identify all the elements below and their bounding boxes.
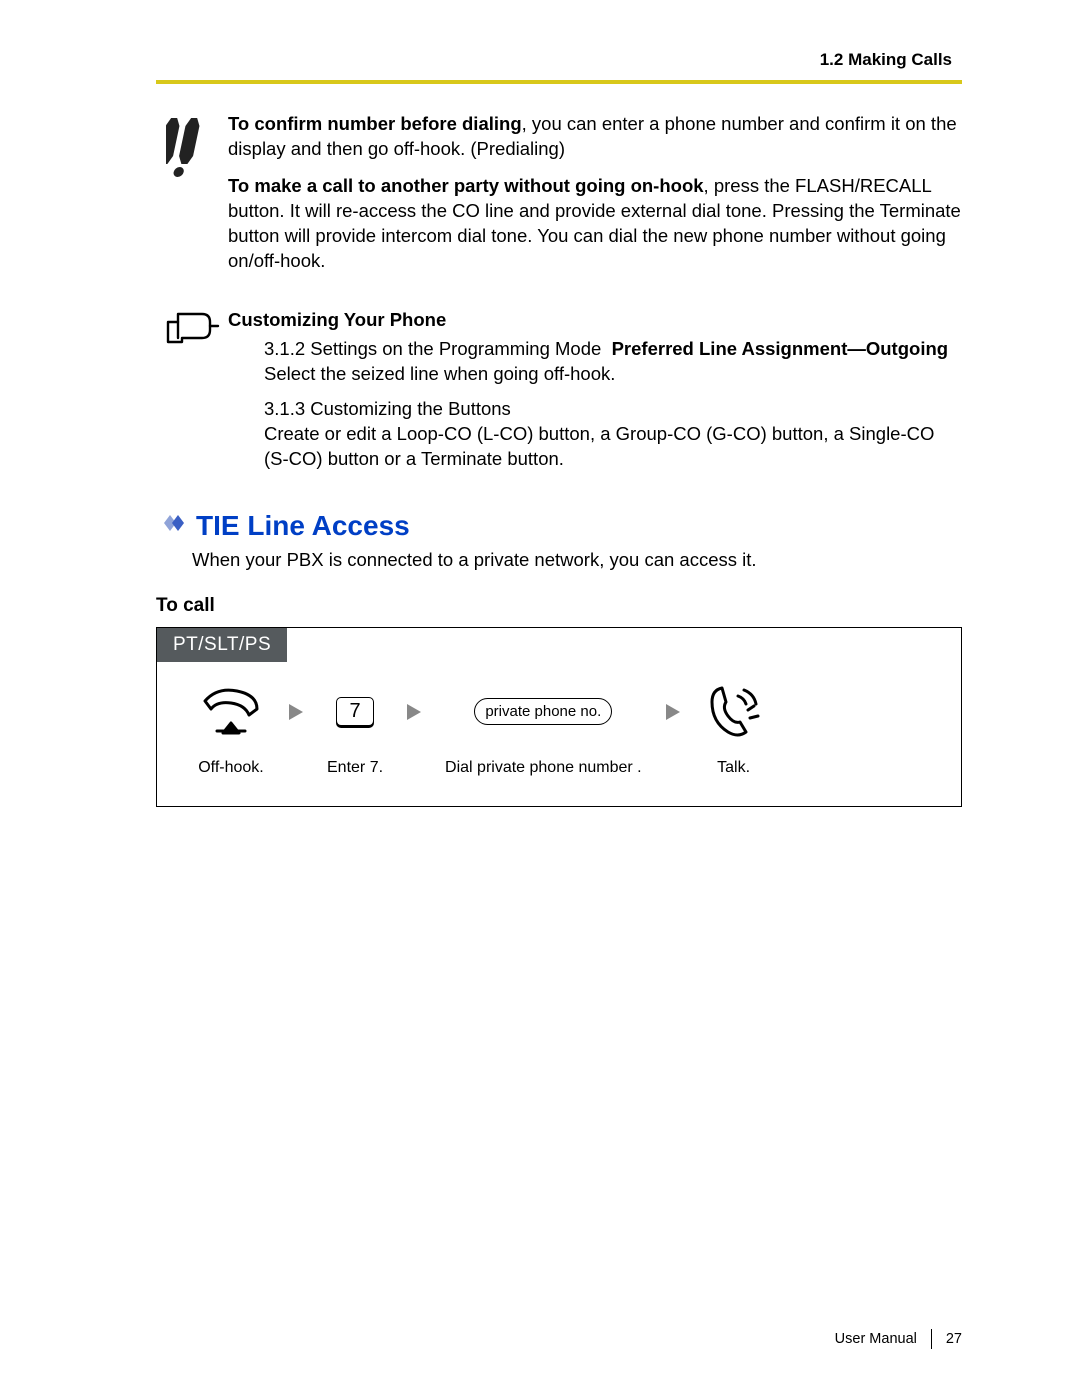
step-enter-label: Enter 7. — [327, 758, 383, 779]
tip-p2-bold: To make a call to another party without … — [228, 175, 704, 196]
customize-line1b: Preferred Line Assignment—Outgoing — [612, 338, 948, 359]
step-dial-label: Dial private phone number . — [445, 758, 642, 779]
step-offhook-label: Off-hook. — [198, 758, 264, 779]
footer-label: User Manual — [835, 1331, 917, 1347]
customize-line2: Select the seized line when going off-ho… — [264, 363, 615, 384]
arrow-icon — [405, 676, 423, 748]
procedure-box: PT/SLT/PS Off-hook. — [156, 627, 962, 808]
customize-block: Customizing Your Phone 3.1.2 Settings on… — [156, 308, 962, 482]
step-dial-number: private phone no. Dial private phone num… — [445, 676, 642, 779]
pointing-hand-icon — [156, 308, 228, 482]
talk-handset-icon — [704, 676, 764, 748]
procedure-subhead: To call — [156, 595, 962, 617]
footer-page-number: 27 — [946, 1331, 962, 1347]
customize-line3: 3.1.3 Customizing the Buttons — [264, 398, 511, 419]
step-enter-key: 7 Enter 7. — [327, 676, 383, 779]
tip-text: To confirm number before dialing, you ca… — [228, 112, 962, 286]
step-talk-label: Talk. — [717, 758, 750, 779]
private-phone-no-box: private phone no. — [474, 698, 612, 725]
procedure-tab: PT/SLT/PS — [157, 628, 287, 662]
section-title: TIE Line Access — [196, 510, 410, 542]
tip-paragraph-1: To confirm number before dialing, you ca… — [228, 112, 962, 162]
offhook-handset-icon — [197, 676, 265, 748]
customize-text: Customizing Your Phone 3.1.2 Settings on… — [228, 308, 962, 482]
keycap-7: 7 — [336, 697, 373, 726]
tip-block: To confirm number before dialing, you ca… — [156, 112, 962, 286]
procedure-steps: Off-hook. 7 Enter 7. private phone no. D… — [181, 676, 937, 779]
section-body: When your PBX is connected to a private … — [156, 548, 962, 573]
diamond-bullet-icon — [156, 512, 188, 539]
customize-item-2: 3.1.3 Customizing the Buttons Create or … — [228, 397, 962, 472]
section-heading: TIE Line Access — [156, 510, 962, 542]
customize-line1a: 3.1.2 Settings on the Programming Mode — [264, 338, 601, 359]
header-rule — [156, 80, 962, 84]
step-talk: Talk. — [704, 676, 764, 779]
tip-paragraph-2: To make a call to another party without … — [228, 174, 962, 274]
tip-p1-bold: To confirm number before dialing — [228, 113, 522, 134]
customize-item-1: 3.1.2 Settings on the Programming Mode P… — [228, 337, 962, 387]
footer-divider — [931, 1329, 932, 1349]
footer: User Manual 27 — [835, 1329, 962, 1349]
arrow-icon — [287, 676, 305, 748]
arrow-icon — [664, 676, 682, 748]
header-breadcrumb: 1.2 Making Calls — [156, 50, 962, 70]
customize-title: Customizing Your Phone — [228, 308, 962, 333]
exclamation-icon — [156, 112, 228, 286]
customize-line4: Create or edit a Loop-CO (L-CO) button, … — [264, 423, 934, 469]
step-offhook: Off-hook. — [197, 676, 265, 779]
page: 1.2 Making Calls To confirm number befor… — [0, 0, 1080, 1397]
